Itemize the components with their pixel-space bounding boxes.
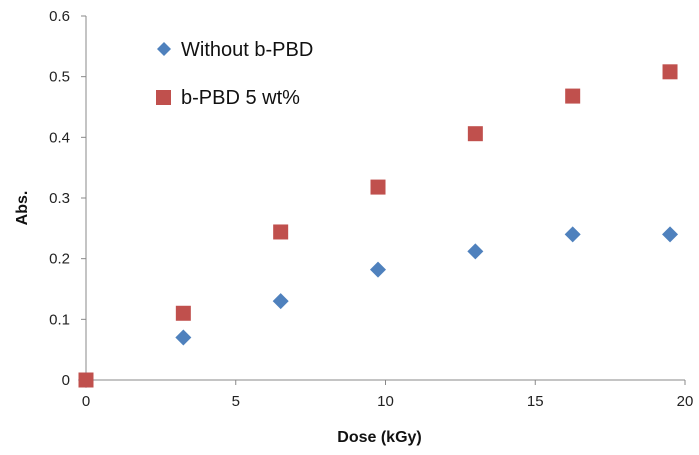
legend-marker-diamond [157, 42, 171, 56]
data-point-bpbd-5wt [662, 64, 678, 80]
x-tick-label: 10 [377, 393, 394, 410]
data-point-bpbd-5wt [175, 305, 191, 321]
x-ticks: 0 5 10 15 20 [82, 380, 694, 410]
data-point-without-bpbd [175, 329, 192, 346]
legend: Without b-PBD b-PBD 5 wt% [156, 39, 313, 109]
legend-label: Without b-PBD [181, 39, 313, 61]
data-point-without-bpbd [662, 226, 679, 243]
data-point-bpbd-5wt [78, 372, 94, 388]
data-point-without-bpbd [467, 243, 484, 260]
data-points [78, 64, 679, 388]
data-point-without-bpbd [564, 226, 581, 243]
y-tick-label: 0.3 [49, 190, 70, 207]
y-axis-title: Abs. [14, 191, 31, 226]
y-tick-label: 0 [62, 372, 70, 389]
legend-label: b-PBD 5 wt% [181, 87, 300, 109]
y-tick-label: 0.6 [49, 8, 70, 25]
y-tick-label: 0.5 [49, 69, 70, 86]
data-point-without-bpbd [370, 261, 387, 278]
y-tick-label: 0.4 [49, 129, 70, 146]
data-point-bpbd-5wt [273, 224, 289, 240]
legend-marker-square [156, 90, 171, 105]
x-axis-title: Dose (kGy) [337, 429, 421, 446]
legend-item-bpbd-5wt: b-PBD 5 wt% [156, 87, 300, 109]
x-tick-label: 15 [527, 393, 544, 410]
y-tick-label: 0.2 [49, 251, 70, 268]
y-tick-label: 0.1 [49, 311, 70, 328]
x-tick-label: 0 [82, 393, 90, 410]
data-point-without-bpbd [272, 293, 289, 310]
data-point-bpbd-5wt [565, 88, 581, 104]
x-tick-label: 5 [232, 393, 240, 410]
y-ticks: 0 0.1 0.2 0.3 0.4 0.5 0.6 [49, 8, 86, 389]
x-tick-label: 20 [677, 393, 694, 410]
data-point-bpbd-5wt [370, 179, 386, 195]
data-point-bpbd-5wt [467, 126, 483, 142]
axes [85, 16, 685, 381]
legend-item-without-bpbd: Without b-PBD [157, 39, 313, 61]
